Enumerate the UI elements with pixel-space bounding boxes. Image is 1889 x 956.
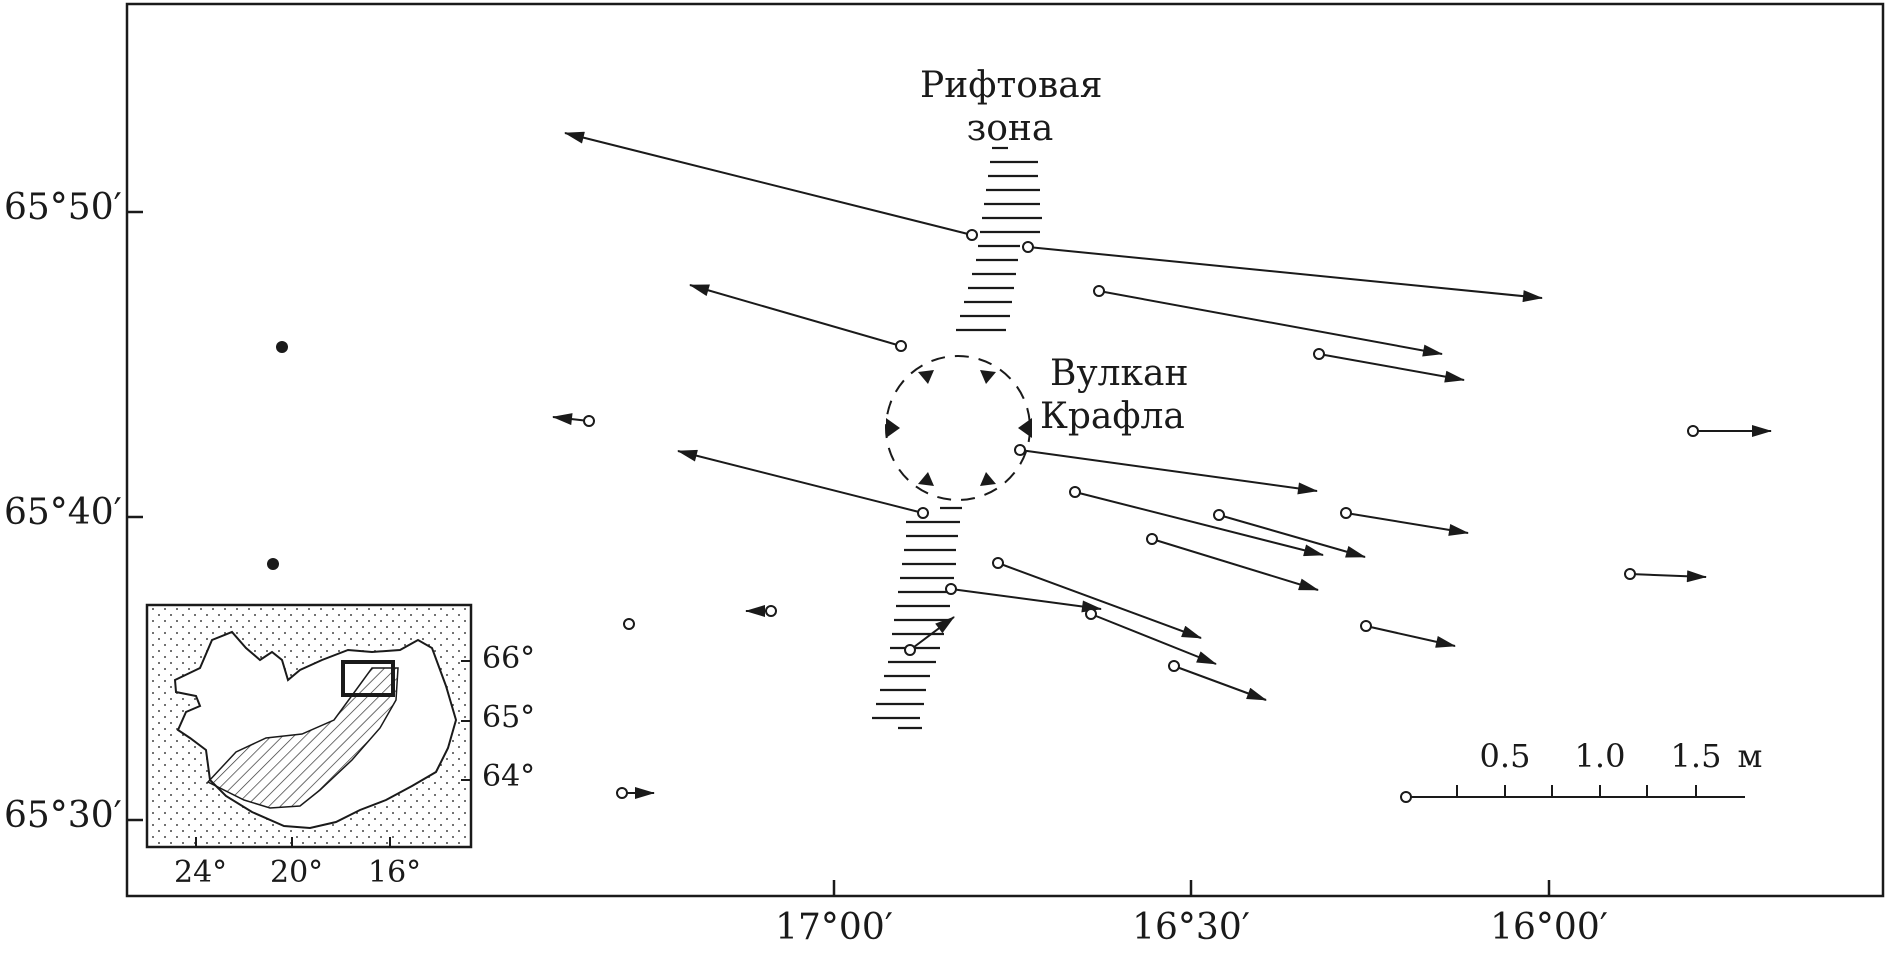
vector-arrow [950, 588, 1102, 613]
x-tick-label: 16°30′ [1132, 907, 1250, 948]
inset-map [145, 603, 473, 849]
vector-arrow [1027, 246, 1543, 303]
vector-arrow [1098, 290, 1443, 357]
y-tick-label: 65°30′ [4, 795, 122, 836]
vector-arrow [1345, 512, 1469, 536]
fixed-point [267, 558, 279, 570]
vector-arrow [997, 562, 1202, 639]
rift-zone-label: Рифтовая зона [920, 64, 1103, 150]
vector-arrow [1318, 353, 1465, 383]
rift-zone [872, 146, 1042, 730]
volcano-label: Вулкан Крафла [1040, 352, 1200, 438]
vector-arrow [1365, 625, 1456, 648]
vector-arrow [689, 284, 902, 347]
scale-label: 1.5 [1670, 737, 1722, 775]
vector-arrow [1218, 514, 1366, 558]
inset-lat-label: 65° [482, 700, 536, 735]
inset-lat-label: 66° [482, 641, 536, 676]
inset-lon-label: 20° [270, 855, 324, 890]
vector-arrow [1019, 449, 1318, 495]
vector-arrow [677, 449, 924, 514]
rift-zone-label-line2: зона [966, 108, 1054, 150]
inset-lat-label: 64° [482, 759, 536, 794]
inset-lon-label: 24° [174, 855, 228, 890]
scale-label: 0.5 [1479, 737, 1531, 775]
x-tick-label: 17°00′ [775, 907, 893, 948]
y-tick-label: 65°50′ [4, 187, 122, 228]
inset-lon-label: 16° [368, 855, 422, 890]
vector-arrow [909, 616, 955, 651]
fixed-point [276, 341, 288, 353]
y-axis-ticks [127, 210, 143, 822]
x-tick-label: 16°00′ [1490, 907, 1608, 948]
inset-rift-hatch [206, 667, 399, 809]
volcano-caldera [885, 355, 1032, 501]
displacement-vectors [552, 131, 1772, 799]
reference-points [267, 341, 288, 570]
vector-arrow [1074, 491, 1324, 557]
vector-origins [583, 229, 1699, 799]
map-frame [125, 2, 1885, 898]
scale-unit: м [1737, 737, 1763, 775]
vector-arrow [1629, 570, 1707, 583]
vector-arrow [1151, 538, 1319, 591]
scale-bar [1400, 785, 1745, 803]
vector-arrow [1173, 665, 1267, 701]
inset-study-area [341, 660, 395, 697]
vector-arrow [552, 413, 590, 426]
y-tick-label: 65°40′ [4, 492, 122, 533]
volcano-label-line2: Крафла [1040, 396, 1185, 438]
scale-label: 1.0 [1574, 737, 1626, 775]
x-axis-ticks [832, 880, 1551, 896]
vector-arrow [564, 131, 973, 236]
vector-arrow [1090, 613, 1217, 665]
volcano-label-line1: Вулкан [1050, 353, 1189, 394]
rift-zone-label-line1: Рифтовая [920, 65, 1103, 106]
